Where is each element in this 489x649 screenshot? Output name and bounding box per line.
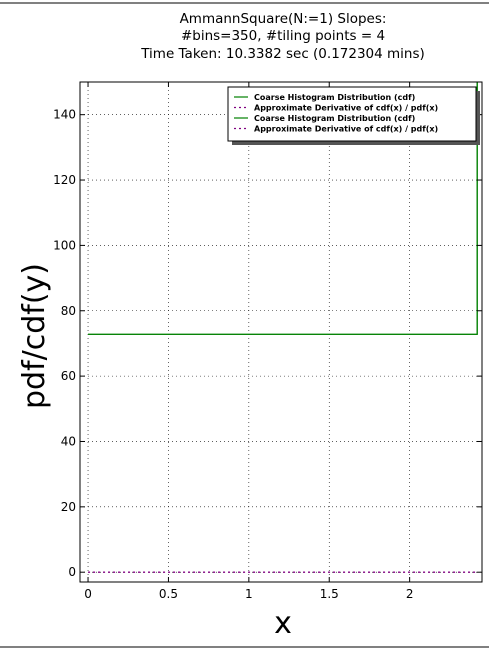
series-layer xyxy=(88,82,478,573)
x-tick-label: 0.5 xyxy=(159,587,178,601)
chart-title-line-3: Time Taken: 10.3382 sec (0.172304 mins) xyxy=(140,46,425,62)
plot-border xyxy=(79,81,483,583)
y-tick-label: 0 xyxy=(68,565,76,579)
y-tick-label: 40 xyxy=(61,434,76,448)
legend-label-2: Approximate Derivative of cdf(x) / pdf(x… xyxy=(254,104,438,113)
series-line-3 xyxy=(88,82,478,335)
y-tick-label: 140 xyxy=(53,108,76,122)
y-tick-label: 20 xyxy=(61,500,76,514)
chart-title-line-2: #bins=350, #tiling points = 4 xyxy=(181,28,385,44)
x-tick-label: 1 xyxy=(245,587,253,601)
plot-background xyxy=(80,82,482,582)
legend-items: Coarse Histogram Distribution (cdf)Appro… xyxy=(234,93,438,134)
legend-label-3: Coarse Histogram Distribution (cdf) xyxy=(254,114,415,123)
legend-label-4: Approximate Derivative of cdf(x) / pdf(x… xyxy=(254,125,438,134)
y-tick-label: 80 xyxy=(61,304,76,318)
y-tick-label: 100 xyxy=(53,238,76,252)
legend-label-1: Coarse Histogram Distribution (cdf) xyxy=(254,93,415,102)
x-tick-label: 1.5 xyxy=(320,587,339,601)
x-tick-label: 2 xyxy=(406,587,414,601)
legend-box xyxy=(227,86,477,142)
y-tick-label: 60 xyxy=(61,369,76,383)
y-axis-label: pdf/cdf(y) xyxy=(17,263,52,409)
legend: Coarse Histogram Distribution (cdf)Appro… xyxy=(227,86,480,145)
y-tick-label: 120 xyxy=(53,173,76,187)
x-tick-label: 0 xyxy=(84,587,92,601)
chart-title-line-1: AmmannSquare(N:=1) Slopes: xyxy=(180,11,387,27)
x-axis-label: x xyxy=(274,606,292,641)
